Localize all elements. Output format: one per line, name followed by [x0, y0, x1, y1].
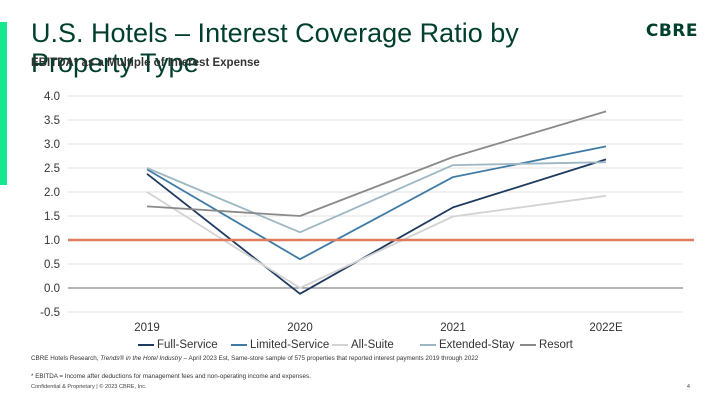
y-tick-label: -0.5 [40, 307, 60, 319]
source-title: Trends® in the Hotel Industry [100, 355, 182, 362]
y-tick-label: 3.0 [44, 139, 60, 151]
legend-item: Extended-Stay [420, 339, 514, 351]
legend-swatch [231, 344, 247, 346]
ebitda-footnote: * EBITDA = Income after deductions for m… [31, 373, 311, 380]
y-tick-label: 3.5 [44, 115, 60, 127]
legend-label: Resort [539, 339, 573, 351]
y-tick-label: 2.5 [44, 163, 60, 175]
x-tick-label: 2021 [440, 322, 466, 334]
legend-label: Extended-Stay [439, 339, 515, 351]
legend-item: All-Suite [332, 339, 394, 351]
cbre-logo: CBRE [645, 21, 698, 41]
x-tick-label: 2020 [287, 322, 313, 334]
series-line-extended-stay [146, 161, 607, 234]
x-tick-label: 2019 [134, 322, 160, 334]
y-tick-label: 0.5 [44, 259, 60, 271]
y-tick-label: 1.0 [44, 235, 60, 247]
legend-item: Limited-Service [231, 339, 329, 351]
chart-subtitle: EBITDA* as a Multiple of Interest Expens… [31, 57, 260, 69]
legend-label: All-Suite [351, 339, 394, 351]
legend-swatch [332, 344, 348, 346]
source-prefix: CBRE Hotels Research, [31, 355, 101, 362]
legend-item: Full-Service [138, 339, 218, 351]
legend-swatch [138, 344, 154, 346]
legend-swatch [520, 344, 536, 346]
y-tick-label: 1.5 [44, 211, 60, 223]
series-line-limited-service [146, 145, 607, 261]
confidential-footer: Confidential & Proprietary | © 2023 CBRE… [31, 384, 147, 390]
series-line-full-service [146, 158, 607, 295]
series-line-resort [146, 110, 607, 217]
source-note: CBRE Hotels Research, Trends® in the Hot… [31, 355, 481, 363]
legend-label: Full-Service [157, 339, 218, 351]
y-tick-label: 4.0 [44, 91, 60, 103]
chart-legend: Full-Service Limited-Service All-Suite Exte… [0, 339, 720, 355]
slide-title: U.S. Hotels – Interest Coverage Ratio by… [31, 18, 519, 78]
y-tick-label: 2.0 [44, 187, 60, 199]
y-tick-label: 0.0 [44, 283, 60, 295]
line-chart: 4.0 3.5 3.0 2.5 2.0 1.5 1.0 0.5 0.0 -0.5 2019 2020 2… [40, 91, 694, 334]
legend-label: Limited-Service [250, 339, 330, 351]
source-suffix: – April 2023 Est, Same-store sample of 5… [181, 355, 479, 362]
legend-swatch [420, 344, 436, 346]
legend-item: Resort [520, 339, 573, 351]
x-tick-label: 2022E [589, 322, 623, 334]
accent-bar [0, 22, 7, 185]
page-number: 4 [686, 384, 690, 390]
